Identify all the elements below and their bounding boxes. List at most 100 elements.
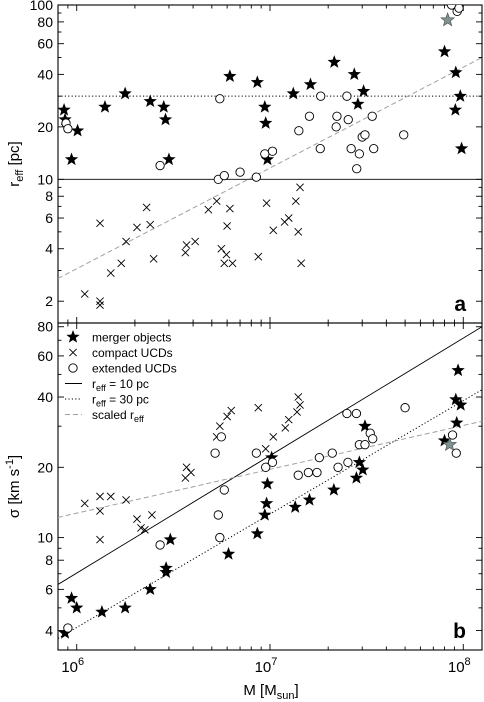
series-b bbox=[58, 363, 468, 639]
data-point-cross bbox=[294, 227, 303, 236]
data-point-cross bbox=[204, 205, 213, 214]
data-point-star bbox=[258, 507, 272, 521]
x-ticks-b bbox=[57, 323, 464, 650]
line-dotted-b bbox=[58, 389, 482, 639]
y-tick-label: 4 bbox=[45, 622, 53, 638]
data-point-cross bbox=[133, 515, 141, 524]
data-point-star bbox=[58, 102, 71, 116]
data-point-circle bbox=[304, 111, 315, 121]
x-axis-title-sub: sun bbox=[277, 690, 295, 702]
data-point-star bbox=[451, 363, 465, 377]
data-point-circle bbox=[360, 130, 370, 140]
legend-entry: merger objects bbox=[66, 330, 171, 345]
data-point-star bbox=[288, 500, 302, 513]
data-point-cross bbox=[254, 403, 263, 412]
data-point-circle bbox=[368, 434, 378, 444]
data-point-star-grey bbox=[440, 12, 456, 27]
data-point-circle bbox=[216, 432, 226, 442]
reference-lines-a bbox=[58, 57, 482, 279]
data-point-cross bbox=[284, 214, 293, 222]
data-point-cross bbox=[225, 204, 234, 213]
data-point-star bbox=[162, 152, 176, 166]
data-point-circle bbox=[343, 457, 353, 468]
data-point-star bbox=[454, 397, 468, 411]
x-axis-labels: 106 107 108 bbox=[61, 656, 470, 676]
data-point-cross bbox=[187, 468, 195, 477]
data-point-circle bbox=[155, 540, 165, 550]
data-point-circle bbox=[332, 111, 342, 121]
data-point-circle bbox=[63, 124, 73, 134]
data-point-circle bbox=[451, 448, 461, 458]
x-tick-label: 108 bbox=[448, 656, 471, 676]
data-point-star-grey bbox=[442, 436, 458, 452]
data-point-circle bbox=[354, 149, 365, 159]
data-point-circle bbox=[342, 408, 352, 419]
y-tick-label: 2 bbox=[45, 293, 53, 309]
data-point-star bbox=[356, 462, 370, 476]
y-axis-title-a: reff [pc] bbox=[6, 141, 26, 186]
data-point-circle bbox=[219, 485, 229, 495]
data-point-star bbox=[327, 482, 341, 496]
data-point-cross bbox=[269, 226, 278, 235]
data-point-star bbox=[349, 470, 364, 484]
series-a bbox=[58, 5, 469, 310]
data-point-circle bbox=[367, 111, 377, 121]
data-point-star bbox=[347, 67, 361, 81]
data-point-cross bbox=[181, 248, 190, 257]
data-point-cross bbox=[217, 244, 226, 253]
data-point-cross bbox=[106, 269, 115, 278]
x-ticks-a bbox=[57, 5, 464, 323]
data-point-star bbox=[449, 65, 463, 79]
legend-entry: scaled reff bbox=[65, 408, 144, 424]
data-point-cross bbox=[262, 199, 271, 208]
data-point-star bbox=[351, 97, 365, 110]
x-axis-title-main: M [M bbox=[243, 682, 276, 699]
data-point-cross bbox=[148, 511, 156, 519]
data-point-cross bbox=[96, 507, 104, 515]
data-point-circle bbox=[261, 462, 271, 472]
data-point-star bbox=[163, 532, 177, 546]
data-point-star bbox=[70, 123, 85, 137]
data-point-circle bbox=[315, 143, 325, 154]
data-point-circle bbox=[267, 146, 278, 156]
data-point-circle bbox=[369, 143, 379, 154]
x-tick-label: 107 bbox=[255, 656, 278, 676]
data-point-star bbox=[450, 415, 464, 429]
data-point-cross bbox=[137, 524, 145, 532]
data-point-circle bbox=[327, 448, 337, 458]
data-point-cross bbox=[80, 290, 89, 298]
data-point-cross bbox=[140, 525, 149, 534]
data-point-cross bbox=[297, 259, 306, 268]
data-point-star bbox=[303, 77, 318, 91]
data-point-star bbox=[159, 565, 173, 578]
y-tick-label: 100 bbox=[30, 0, 54, 13]
data-point-circle bbox=[343, 114, 353, 125]
data-point-star bbox=[143, 582, 157, 596]
data-point-circle bbox=[215, 94, 225, 104]
data-point-cross bbox=[269, 432, 278, 441]
data-point-star bbox=[250, 75, 264, 89]
panel-label-b: b bbox=[453, 620, 466, 643]
x-axis-title-end: ] bbox=[294, 682, 298, 699]
data-point-cross bbox=[96, 535, 104, 544]
data-point-star bbox=[158, 112, 173, 126]
y-axis-title-b: σ [km s-1] bbox=[4, 455, 23, 518]
data-point-circle bbox=[400, 403, 410, 413]
y-tick-label: 60 bbox=[37, 348, 53, 364]
panel-b: 4 6 8 10 20 40 60 80 b σ [km s-1] merger objectsco… bbox=[4, 319, 483, 651]
data-point-cross bbox=[294, 393, 303, 401]
data-point-cross bbox=[222, 250, 231, 259]
x-tick-label: 106 bbox=[61, 656, 84, 676]
data-point-star bbox=[358, 419, 372, 432]
data-point-circle bbox=[260, 149, 270, 159]
data-point-circle bbox=[303, 467, 314, 478]
legend-label: scaled reff bbox=[92, 408, 144, 424]
data-point-circle bbox=[447, 430, 458, 440]
data-point-star bbox=[64, 591, 79, 604]
legend-marker-circle bbox=[68, 363, 78, 373]
data-point-circle bbox=[215, 532, 225, 543]
